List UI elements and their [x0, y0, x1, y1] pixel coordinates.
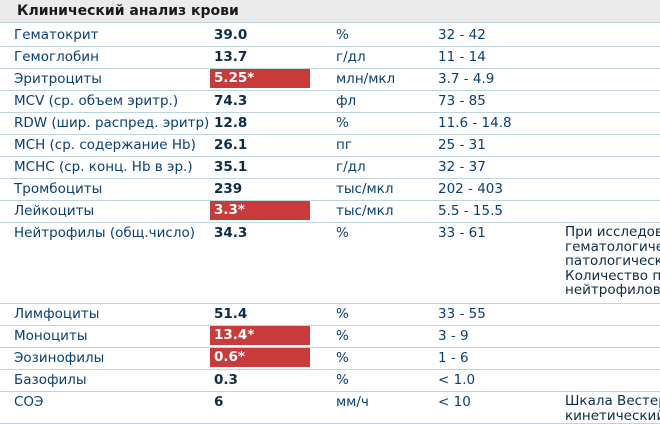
test-unit: % [336, 115, 349, 131]
reference-range: < 10 [438, 394, 471, 410]
test-name: RDW (шир. распред. эритр) [14, 115, 210, 131]
comment-line: кинетический [565, 407, 660, 424]
test-name: MCHC (ср. конц. Hb в эр.) [14, 159, 193, 175]
table-row: Лимфоциты 51.4% 33 - 55 [0, 303, 660, 326]
abnormal-value: 0.6* [210, 348, 310, 367]
comment-line: Шкала Вестер [565, 393, 660, 409]
reference-range: 11.6 - 14.8 [438, 115, 512, 131]
test-name: СОЭ [14, 394, 44, 410]
test-name: Моноциты [14, 328, 88, 344]
test-unit: мм/ч [336, 394, 369, 410]
table-row: Гематокрит 39.0% 32 - 42 [0, 24, 660, 47]
comment-note: Шкала Вестер кинетический [565, 394, 660, 423]
reference-range: 202 - 403 [438, 181, 503, 197]
reference-range: 32 - 42 [438, 27, 486, 43]
abnormal-value: 13.4* [210, 326, 310, 345]
test-value: 51.4 [214, 306, 248, 322]
reference-range: 1 - 6 [438, 350, 469, 366]
test-name: Лейкоциты [14, 203, 95, 219]
table-row: Базофилы 0.3% < 1.0 [0, 369, 660, 392]
table-row: MCH (ср. содержание Hb) 26.1 пг 25 - 31 [0, 134, 660, 157]
test-unit: г/дл [336, 49, 366, 65]
test-unit: тыс/мкл [336, 203, 394, 219]
reference-range: 25 - 31 [438, 137, 486, 153]
test-value: 74.3 [214, 93, 248, 109]
test-name: Нейтрофилы (общ.число) [14, 225, 196, 241]
test-value: 26.1 [214, 137, 248, 153]
table-row: Моноциты 13.4*% 3 - 9 [0, 325, 660, 348]
test-unit: % [336, 225, 349, 241]
reference-range: 32 - 37 [438, 159, 486, 175]
test-value: 239 [214, 181, 243, 197]
table-row: Нейтрофилы (общ.число) 34.3% 33 - 61 При ис… [0, 222, 660, 304]
table-row: Эритроциты 5.25* млн/мкл 3.7 - 4.9 [0, 68, 660, 91]
test-unit: % [336, 306, 349, 322]
table-row: MCV (ср. объем эритр.) 74.3 фл 73 - 85 [0, 90, 660, 113]
table-row: RDW (шир. распред. эритр) 12.8% 11.6 - 14.… [0, 112, 660, 135]
test-name: Базофилы [14, 372, 87, 388]
test-name: MCH (ср. содержание Hb) [14, 137, 196, 153]
table-row: СОЭ 6 мм/ч < 10 Шкала Вестер кинетический [0, 391, 660, 424]
test-unit: тыс/мкл [336, 181, 394, 197]
test-unit: % [336, 27, 349, 43]
test-name: Гематокрит [14, 27, 99, 43]
table-row: Гемоглобин 13.7 г/дл 11 - 14 [0, 46, 660, 69]
comment-line: При исследова [565, 224, 660, 240]
test-name: Гемоглобин [14, 49, 99, 65]
test-value: 0.3 [214, 372, 238, 388]
test-value: 12.8 [214, 115, 248, 131]
comment-note: При исследовагематологичеспатологическиК… [565, 225, 660, 298]
reference-range: 33 - 55 [438, 306, 486, 322]
test-value: 34.3 [214, 225, 248, 241]
reference-range: 5.5 - 15.5 [438, 203, 503, 219]
test-name: Эритроциты [14, 71, 102, 87]
reference-range: 33 - 61 [438, 225, 486, 241]
reference-range: < 1.0 [438, 372, 476, 388]
comment-line: Количество па [565, 267, 660, 284]
test-name: Эозинофилы [14, 350, 105, 366]
comment-line: патологически [565, 253, 660, 269]
table-row: Тромбоциты 239 тыс/мкл 202 - 403 [0, 178, 660, 201]
report-header: Клинический анализ крови [0, 0, 660, 23]
test-unit: % [336, 350, 349, 366]
test-name: MCV (ср. объем эритр.) [14, 93, 179, 109]
test-value: 13.7 [214, 49, 248, 65]
test-unit: фл [336, 93, 357, 109]
table-row: Эозинофилы 0.6*% 1 - 6 [0, 347, 660, 370]
report-title: Клинический анализ крови [17, 3, 239, 19]
test-name: Лимфоциты [14, 306, 100, 322]
test-unit: пг [336, 137, 352, 153]
test-unit: % [336, 372, 349, 388]
table-row: Лейкоциты 3.3* тыс/мкл 5.5 - 15.5 [0, 200, 660, 223]
abnormal-value: 3.3* [210, 201, 310, 220]
abnormal-value: 5.25* [210, 69, 310, 88]
comment-line: нейтрофилов [565, 282, 660, 298]
test-value: 35.1 [214, 159, 248, 175]
reference-range: 11 - 14 [438, 49, 486, 65]
reference-range: 3.7 - 4.9 [438, 71, 495, 87]
test-name: Тромбоциты [14, 181, 103, 197]
reference-range: 3 - 9 [438, 328, 469, 344]
table-row: MCHC (ср. конц. Hb в эр.) 35.1 г/дл 32 - 37 [0, 156, 660, 179]
reference-range: 73 - 85 [438, 93, 486, 109]
test-unit: % [336, 328, 349, 344]
test-value: 39.0 [214, 27, 248, 43]
comment-line: гематологичес [565, 238, 660, 255]
test-value: 6 [214, 394, 224, 410]
test-unit: г/дл [336, 159, 366, 175]
test-unit: млн/мкл [336, 71, 396, 87]
